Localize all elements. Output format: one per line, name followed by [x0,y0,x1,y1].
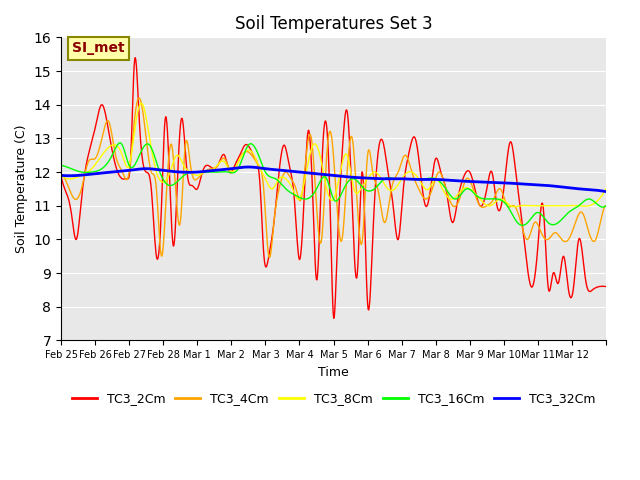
TC3_4Cm [113,157,120,163]
TC3_32Cm [493,180,500,185]
Line: TC3_2Cm: TC3_2Cm [61,58,606,318]
TC3_16Cm [602,203,610,209]
TC3_8Cm [432,176,440,181]
TC3_32Cm [113,169,120,175]
TC3_16Cm [298,195,305,201]
TC3_2Cm [483,184,491,190]
TC3_16Cm [493,196,500,202]
Line: TC3_32Cm: TC3_32Cm [61,167,606,192]
TC3_4Cm [602,203,610,209]
TC3_32Cm [298,169,305,175]
TC3_2Cm [433,155,440,161]
TC3_4Cm [266,255,273,261]
TC3_4Cm [57,172,65,178]
TC3_8Cm [57,172,65,178]
TC3_8Cm [298,191,305,197]
TC3_16Cm [432,176,440,182]
TC3_2Cm [131,55,139,60]
TC3_8Cm [511,204,518,210]
TC3_2Cm [493,202,500,208]
TC3_8Cm [493,198,500,204]
TC3_2Cm [602,284,610,289]
TC3_16Cm [57,162,65,168]
Title: Soil Temperatures Set 3: Soil Temperatures Set 3 [235,15,433,33]
TC3_16Cm [113,143,120,149]
Text: SI_met: SI_met [72,41,125,56]
Line: TC3_16Cm: TC3_16Cm [61,143,606,225]
TC3_4Cm [298,191,306,197]
TC3_16Cm [278,182,286,188]
TC3_8Cm [483,202,490,208]
TC3_32Cm [483,179,490,185]
TC3_16Cm [116,140,124,146]
TC3_8Cm [602,186,610,192]
TC3_32Cm [57,172,65,178]
TC3_16Cm [483,196,490,202]
TC3_8Cm [278,174,286,180]
Y-axis label: Soil Temperature (C): Soil Temperature (C) [15,125,28,253]
TC3_32Cm [278,168,286,173]
TC3_4Cm [433,173,440,179]
Line: TC3_4Cm: TC3_4Cm [61,98,606,258]
Legend: TC3_2Cm, TC3_4Cm, TC3_8Cm, TC3_16Cm, TC3_32Cm: TC3_2Cm, TC3_4Cm, TC3_8Cm, TC3_16Cm, TC3… [67,387,600,410]
TC3_4Cm [493,189,500,195]
TC3_32Cm [602,189,610,194]
TC3_2Cm [298,242,305,248]
TC3_4Cm [278,174,286,180]
X-axis label: Time: Time [318,366,349,379]
TC3_4Cm [135,95,143,101]
TC3_32Cm [244,164,252,170]
TC3_32Cm [432,177,440,182]
TC3_2Cm [330,315,338,321]
TC3_2Cm [113,166,120,172]
TC3_8Cm [138,100,145,106]
TC3_2Cm [57,172,65,178]
TC3_8Cm [113,143,120,148]
TC3_16Cm [518,222,526,228]
TC3_4Cm [483,203,491,208]
Line: TC3_8Cm: TC3_8Cm [61,103,606,207]
TC3_2Cm [278,148,286,154]
